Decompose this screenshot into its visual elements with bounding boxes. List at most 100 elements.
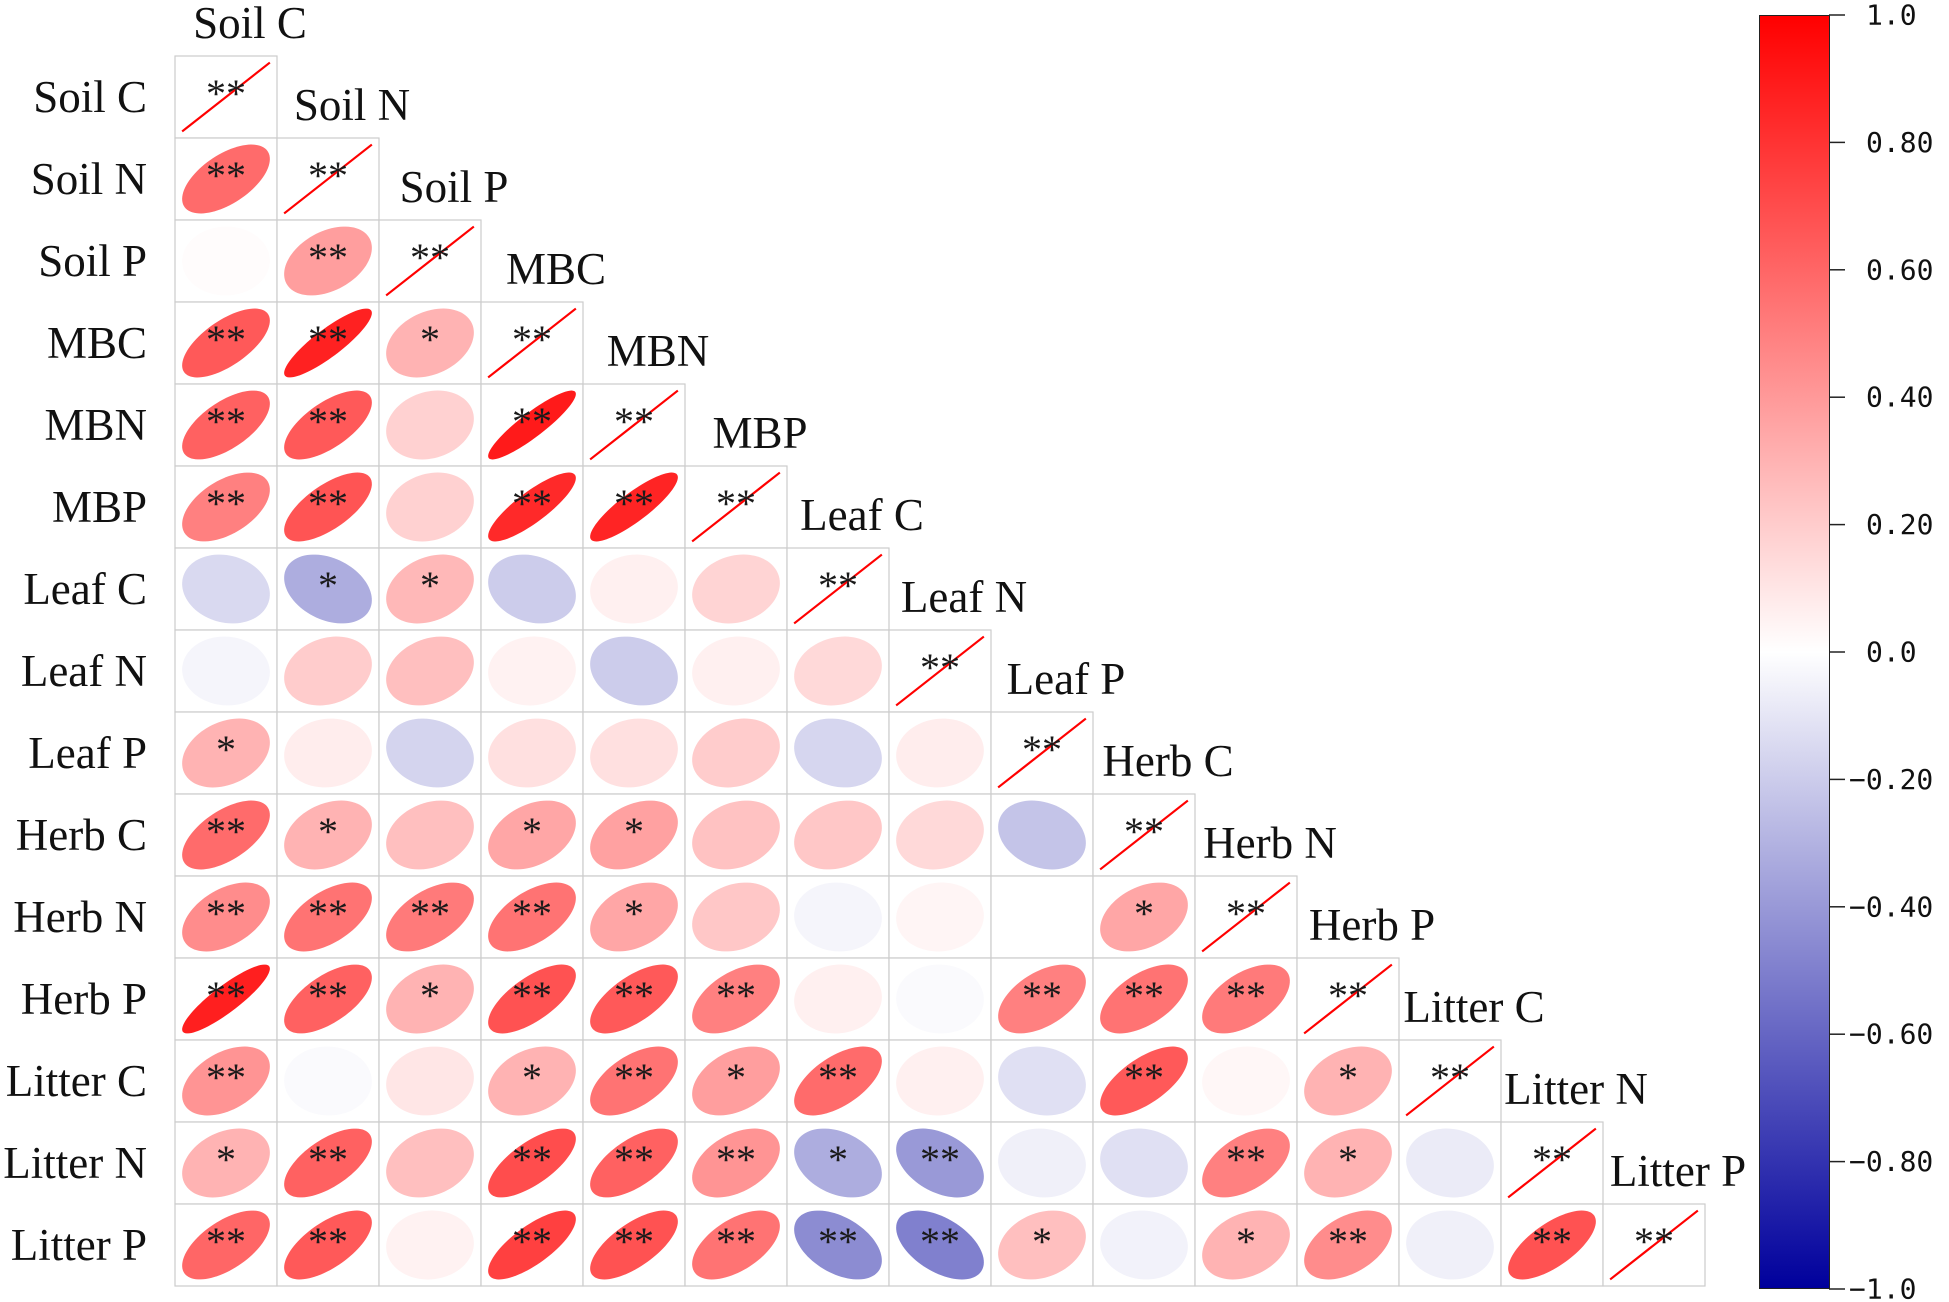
correlation-ellipse-leaf-n-vs-soil-n: [284, 636, 372, 706]
correlation-ellipse-herb-c-vs-leaf-p: [998, 800, 1086, 870]
colorbar-tick-label: −0.20: [1849, 763, 1933, 796]
correlation-ellipse-herb-n-vs-soil-n: [284, 882, 372, 952]
significance-mark-leaf-c-vs-soil-p: *: [420, 563, 440, 608]
significance-mark-mbp-vs-soil-c: **: [206, 481, 246, 526]
correlation-ellipse-herb-c-vs-mbp: [692, 800, 780, 870]
colorbar-ticks: 1.0 0.80 0.60 0.40 0.20 0.0 −0.20 −0.40 −0.60 −0.…: [1829, 0, 1933, 1302]
significance-mark-litter-c-vs-mbn: **: [614, 1055, 654, 1100]
significance-mark-herb-c-vs-mbc: *: [522, 809, 542, 854]
correlation-ellipse-herb-n-vs-leaf-n: [896, 882, 984, 952]
correlation-ellipse-mbp-vs-mbn: [590, 472, 678, 542]
row-label-leaf-c: Leaf C: [23, 564, 147, 614]
column-label-mbn: MBN: [607, 326, 710, 376]
correlation-ellipse-litter-p-vs-leaf-p: [998, 1210, 1086, 1280]
significance-mark-herb-c-vs-mbn: *: [624, 809, 644, 854]
correlation-ellipse-mbp-vs-mbc: [488, 472, 576, 542]
significance-mark-litter-n-vs-herb-n: **: [1226, 1137, 1266, 1182]
column-label-soil-c: Soil C: [193, 0, 307, 48]
significance-mark-herb-p-vs-mbn: **: [614, 973, 654, 1018]
correlation-ellipse-litter-c-vs-leaf-p: [998, 1046, 1086, 1116]
correlation-ellipse-leaf-n-vs-mbp: [692, 636, 780, 706]
significance-mark-litter-c-vs-litter-c: **: [1430, 1055, 1470, 1100]
correlation-ellipse-litter-c-vs-herb-p: [1304, 1046, 1392, 1116]
correlation-ellipse-mbn-vs-mbc: [488, 390, 576, 460]
column-label-litter-p: Litter P: [1610, 1146, 1746, 1196]
correlation-ellipse-litter-p-vs-mbc: [488, 1210, 576, 1280]
significance-mark-leaf-c-vs-leaf-c: **: [818, 563, 858, 608]
column-label-mbc: MBC: [506, 244, 606, 294]
significance-mark-mbc-vs-mbc: **: [512, 317, 552, 362]
correlation-ellipse-soil-p-vs-soil-c: [182, 226, 270, 296]
significance-mark-litter-p-vs-mbc: **: [512, 1219, 552, 1264]
correlation-ellipse-herb-n-vs-herb-c: [1100, 882, 1188, 952]
correlation-ellipse-mbp-vs-soil-n: [284, 472, 372, 542]
correlation-ellipse-litter-p-vs-mbn: [590, 1210, 678, 1280]
correlation-ellipse-leaf-p-vs-soil-c: [182, 718, 270, 788]
correlation-ellipse-mbp-vs-soil-c: [182, 472, 270, 542]
correlation-ellipse-litter-p-vs-leaf-n: [896, 1210, 984, 1280]
correlation-ellipse-herb-p-vs-leaf-c: [794, 964, 882, 1034]
significance-mark-litter-n-vs-leaf-n: **: [920, 1137, 960, 1182]
column-label-herb-c: Herb C: [1102, 736, 1233, 786]
significance-mark-mbp-vs-mbn: **: [614, 481, 654, 526]
correlation-ellipse-litter-p-vs-leaf-c: [794, 1210, 882, 1280]
correlation-ellipse-litter-c-vs-soil-p: [386, 1046, 474, 1116]
correlation-ellipse-herb-p-vs-soil-n: [284, 964, 372, 1034]
significance-mark-herb-n-vs-soil-p: **: [410, 891, 450, 936]
correlation-ellipse-herb-n-vs-soil-c: [182, 882, 270, 952]
column-label-soil-p: Soil P: [400, 162, 509, 212]
correlation-ellipse-litter-n-vs-soil-c: [182, 1128, 270, 1198]
correlation-ellipse-litter-c-vs-mbc: [488, 1046, 576, 1116]
significance-mark-herb-n-vs-herb-n: **: [1226, 891, 1266, 936]
correlation-ellipse-herb-c-vs-soil-p: [386, 800, 474, 870]
significance-mark-litter-p-vs-litter-n: **: [1532, 1219, 1572, 1264]
correlation-ellipse-herb-c-vs-leaf-c: [794, 800, 882, 870]
significance-mark-herb-p-vs-herb-c: **: [1124, 973, 1164, 1018]
significance-mark-mbp-vs-soil-n: **: [308, 481, 348, 526]
correlation-ellipse-leaf-p-vs-soil-p: [386, 718, 474, 788]
significance-mark-litter-p-vs-litter-p: **: [1634, 1219, 1674, 1264]
row-label-leaf-n: Leaf N: [21, 646, 147, 696]
correlation-ellipse-soil-p-vs-soil-n: [284, 226, 372, 296]
diagonal-line-litter-n: [1507, 1127, 1597, 1199]
column-label-litter-n: Litter N: [1504, 1064, 1648, 1114]
correlation-ellipse-litter-p-vs-litter-n: [1508, 1210, 1596, 1280]
correlation-ellipse-litter-n-vs-herb-p: [1304, 1128, 1392, 1198]
correlation-ellipse-litter-c-vs-leaf-n: [896, 1046, 984, 1116]
correlation-ellipse-herb-p-vs-mbc: [488, 964, 576, 1034]
correlation-ellipse-litter-n-vs-leaf-p: [998, 1128, 1086, 1198]
colorbar-tick-label: −0.80: [1849, 1145, 1933, 1178]
significance-mark-litter-c-vs-mbp: *: [726, 1055, 746, 1100]
significance-mark-litter-n-vs-mbn: **: [614, 1137, 654, 1182]
diagonal-line-mbc: [487, 307, 577, 379]
correlation-ellipse-litter-p-vs-herb-c: [1100, 1210, 1188, 1280]
correlation-marks: [181, 61, 1699, 1281]
correlation-ellipse-herb-p-vs-leaf-p: [998, 964, 1086, 1034]
column-label-leaf-n: Leaf N: [901, 572, 1027, 622]
colorbar-tick-label: 0.40: [1866, 381, 1933, 414]
column-label-leaf-c: Leaf C: [800, 490, 924, 540]
colorbar-tick-label: −0.40: [1849, 890, 1933, 923]
significance-mark-leaf-p-vs-soil-c: *: [216, 727, 236, 772]
significance-mark-litter-p-vs-soil-n: **: [308, 1219, 348, 1264]
significance-mark-soil-c-vs-soil-c: **: [206, 71, 246, 116]
significance-mark-litter-c-vs-leaf-c: **: [818, 1055, 858, 1100]
significance-mark-herb-n-vs-herb-c: *: [1134, 891, 1154, 936]
correlation-ellipse-mbc-vs-soil-c: [182, 308, 270, 378]
correlation-ellipse-herb-c-vs-leaf-n: [896, 800, 984, 870]
significance-mark-mbn-vs-soil-n: **: [308, 399, 348, 444]
colorbar-tick-label: 0.0: [1866, 636, 1917, 669]
correlation-ellipse-leaf-c-vs-soil-p: [386, 554, 474, 624]
row-label-litter-p: Litter P: [11, 1220, 147, 1270]
row-label-soil-n: Soil N: [31, 154, 147, 204]
correlation-ellipse-litter-n-vs-mbn: [590, 1128, 678, 1198]
colorbar-tick-label: −0.60: [1849, 1018, 1933, 1051]
correlation-ellipse-herb-p-vs-herb-c: [1100, 964, 1188, 1034]
correlation-ellipse-herb-c-vs-soil-n: [284, 800, 372, 870]
correlation-ellipse-litter-n-vs-soil-n: [284, 1128, 372, 1198]
correlation-ellipse-leaf-c-vs-mbp: [692, 554, 780, 624]
significance-mark-litter-n-vs-soil-c: *: [216, 1137, 236, 1182]
significance-mark-herb-p-vs-leaf-p: **: [1022, 973, 1062, 1018]
row-label-soil-p: Soil P: [38, 236, 147, 286]
